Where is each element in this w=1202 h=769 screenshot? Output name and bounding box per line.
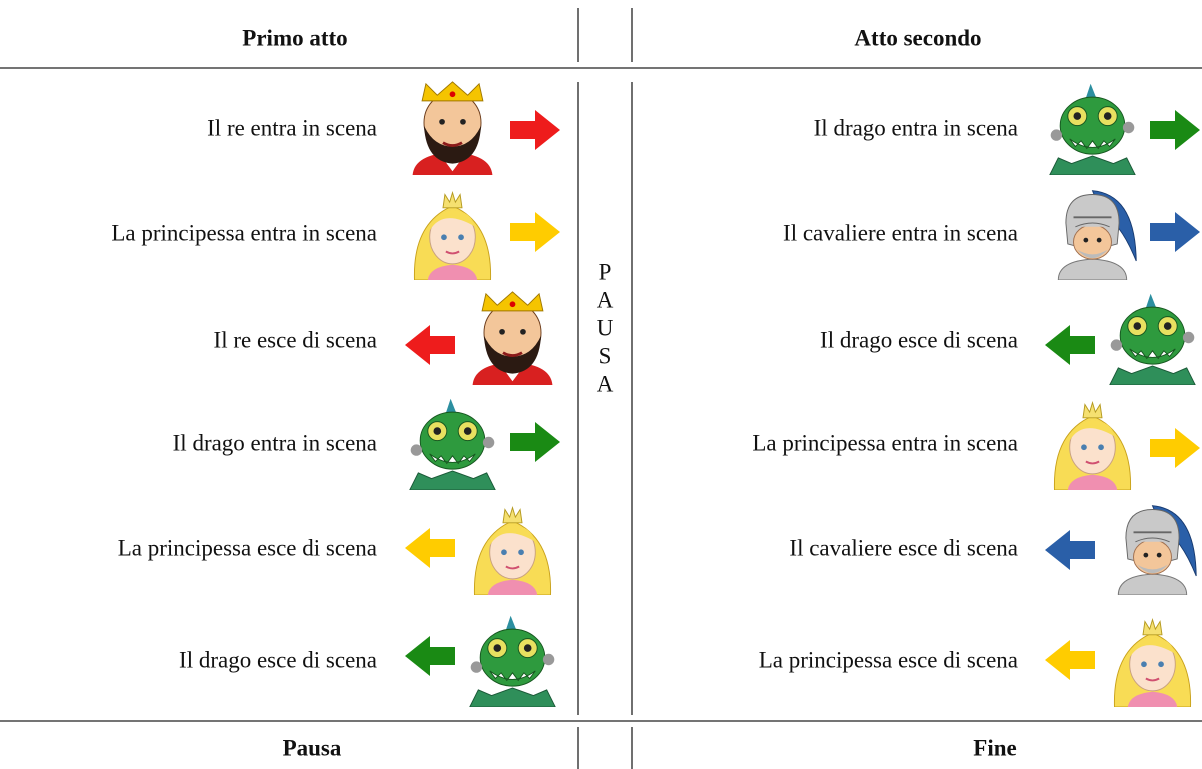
king-icon: [411, 80, 494, 175]
pause-letter: P: [599, 259, 612, 284]
arrow: [405, 636, 455, 676]
row-text: Il drago esce di scena: [179, 647, 377, 672]
pause-letter: A: [597, 371, 614, 396]
dragon-icon: [469, 615, 556, 707]
pause-letter: A: [597, 287, 614, 312]
row-text: Il drago entra in scena: [814, 115, 1018, 140]
princess-icon: [1113, 618, 1192, 707]
arrow: [510, 212, 560, 252]
rows: Il re entra in scena La principessa entra…: [111, 115, 1018, 672]
dragon-icon: [409, 398, 496, 490]
princess-icon: [1053, 401, 1132, 490]
row-text: Il re entra in scena: [207, 115, 377, 140]
arrow: [1150, 212, 1200, 252]
knight-icon: [1057, 189, 1138, 280]
arrow: [1150, 428, 1200, 468]
princess-icon: [473, 506, 552, 595]
arrow: [510, 422, 560, 462]
arrow: [1150, 110, 1200, 150]
row-text: Il re esce di scena: [214, 327, 377, 352]
row-text: Il drago entra in scena: [173, 430, 377, 455]
arrow: [405, 325, 455, 365]
header-right: Atto secondo: [854, 25, 981, 50]
row-text: La principessa entra in scena: [111, 220, 377, 245]
row-text: La principessa esce di scena: [118, 535, 377, 560]
row-text: La principessa esce di scena: [759, 647, 1018, 672]
arrow: [510, 110, 560, 150]
pause-letter: S: [599, 343, 612, 368]
arrow: [1045, 530, 1095, 570]
footer-right: Fine: [973, 735, 1016, 760]
pause-letter: U: [597, 315, 614, 340]
row-text: La principessa entra in scena: [752, 430, 1018, 455]
knight-icon: [1117, 504, 1198, 595]
king-icon: [471, 290, 554, 385]
arrow: [405, 528, 455, 568]
row-text: Il cavaliere entra in scena: [783, 220, 1018, 245]
princess-icon: [413, 191, 492, 280]
arrow: [1045, 640, 1095, 680]
footer-left: Pausa: [283, 735, 342, 760]
arrow: [1045, 325, 1095, 365]
dragon-icon: [1109, 293, 1196, 385]
row-text: Il cavaliere esce di scena: [789, 535, 1018, 560]
header-left: Primo atto: [242, 25, 347, 50]
dragon-icon: [1049, 83, 1136, 175]
row-text: Il drago esce di scena: [820, 327, 1018, 352]
